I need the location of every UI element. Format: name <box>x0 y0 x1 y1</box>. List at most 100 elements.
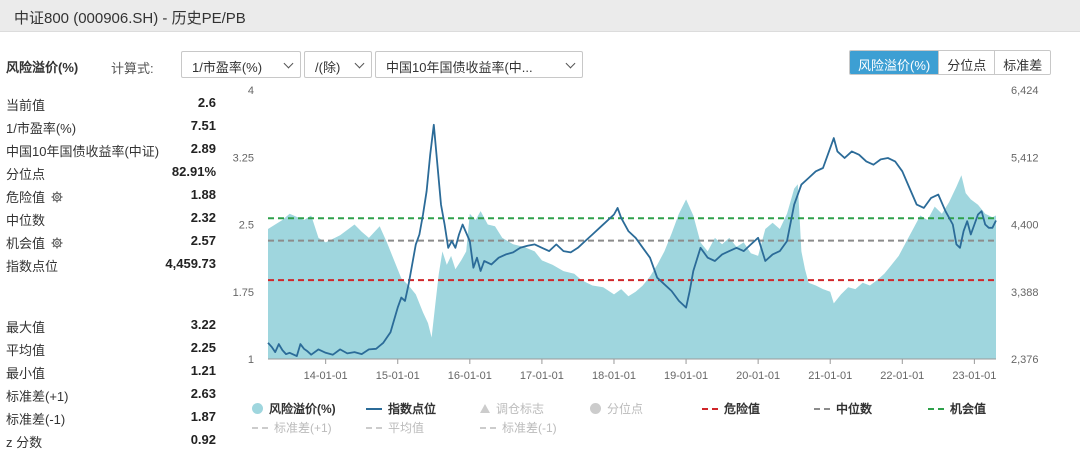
stat-label: 分位点 <box>6 167 46 182</box>
stat-row-danger: 危险值 1.88 <box>6 186 216 205</box>
stat-row-bond-yield: 中国10年国债收益率(中证) 2.89 <box>6 140 216 159</box>
x-axis-tick-label: 21-01-01 <box>808 370 852 382</box>
stat-row-max: 最大值 3.22 <box>6 316 216 335</box>
operator-dropdown-value: /(除) <box>315 60 341 75</box>
legend-label: 标准差(-1) <box>502 421 557 435</box>
legend-line-icon <box>366 407 382 410</box>
stat-value: 3.22 <box>190 317 216 332</box>
left-axis-tick-label: 1 <box>248 354 254 366</box>
legend-item[interactable]: 标准差(-1) <box>480 419 557 436</box>
stat-value: 2.32 <box>190 210 216 225</box>
stat-label: 标准差(+1) <box>6 389 69 404</box>
left-axis-tick-label: 1.75 <box>233 287 254 299</box>
legend-dot-icon <box>590 403 601 414</box>
legend-triangle-icon <box>480 404 490 413</box>
x-axis-tick-label: 18-01-01 <box>592 370 636 382</box>
legend-item[interactable]: 危险值 <box>702 400 760 417</box>
legend-item[interactable]: 平均值 <box>366 419 424 436</box>
right-axis-tick-label: 6,424 <box>1011 85 1039 97</box>
stat-value: 0.92 <box>190 432 216 447</box>
stat-value: 1.21 <box>190 363 216 378</box>
stat-value: 2.25 <box>190 340 216 355</box>
legend-label: 风险溢价(%) <box>269 402 336 416</box>
denominator-dropdown[interactable]: 中国10年国债收益率(中... <box>375 51 583 78</box>
legend-dash-icon <box>928 407 944 410</box>
stat-row-zscore: z 分数 0.92 <box>6 431 216 450</box>
stat-label: 最大值 <box>6 320 46 335</box>
operator-dropdown[interactable]: /(除) <box>304 51 372 78</box>
legend-item[interactable]: 调仓标志 <box>480 400 544 417</box>
stat-label: 平均值 <box>6 343 46 358</box>
numerator-dropdown-value: 1/市盈率(%) <box>192 60 263 75</box>
stat-value: 82.91% <box>171 164 216 179</box>
stat-value: 2.57 <box>190 233 216 248</box>
legend-dash-icon <box>366 426 382 429</box>
stat-label: 指数点位 <box>6 259 59 274</box>
view-std-button[interactable]: 标准差 <box>994 51 1051 74</box>
x-axis-tick-label: 17-01-01 <box>520 370 564 382</box>
risk-premium-area <box>268 175 996 359</box>
stat-row-current: 当前值 2.6 <box>6 94 216 113</box>
legend-item[interactable]: 指数点位 <box>366 400 436 417</box>
legend-dash-icon <box>702 407 718 410</box>
legend-item[interactable]: 分位点 <box>590 400 643 417</box>
legend-dot-icon <box>252 403 263 414</box>
x-axis-tick-label: 15-01-01 <box>376 370 420 382</box>
chevron-down-icon <box>283 58 294 69</box>
stat-row-inverse-pe: 1/市盈率(%) 7.51 <box>6 117 216 136</box>
chart-legend: 风险溢价(%) 指数点位 调仓标志 分位点 危险值 中位数 机会值标准差(+1) 平均值 标准差… <box>252 400 1052 450</box>
legend-label: 分位点 <box>607 402 644 416</box>
stat-label: 标准差(-1) <box>6 412 66 427</box>
stat-label: z 分数 <box>6 435 43 450</box>
stat-value: 2.6 <box>197 95 216 110</box>
stat-row-mean: 平均值 2.25 <box>6 339 216 358</box>
legend-label: 危险值 <box>724 402 761 416</box>
stat-value: 1.88 <box>190 187 216 202</box>
stat-label: 当前值 <box>6 98 46 113</box>
index-level-line <box>267 123 997 358</box>
stat-label: 中国10年国债收益率(中证) <box>6 144 160 159</box>
gear-icon[interactable] <box>51 191 63 203</box>
view-percentile-button[interactable]: 分位点 <box>938 51 995 74</box>
stat-row-percentile: 分位点 82.91% <box>6 163 216 182</box>
denominator-dropdown-value: 中国10年国债收益率(中... <box>386 60 533 75</box>
stat-value: 2.89 <box>190 141 216 156</box>
metric-label: 风险溢价(%) <box>6 60 79 75</box>
risk-premium-chart[interactable]: 1 1.75 2.5 3.25 4 2,376 3,388 4,400 5,412 6,424 14… <box>220 80 1060 390</box>
stat-label: 机会值 <box>6 236 46 251</box>
stat-label: 中位数 <box>6 213 46 228</box>
x-axis-tick-label: 22-01-01 <box>880 370 924 382</box>
x-axis-tick-label: 23-01-01 <box>952 370 996 382</box>
x-axis-tick-label: 20-01-01 <box>736 370 780 382</box>
stat-row-opportunity: 机会值 2.57 <box>6 232 216 251</box>
legend-dash-icon <box>480 426 496 429</box>
stat-row-min: 最小值 1.21 <box>6 362 216 381</box>
right-axis-tick-label: 4,400 <box>1011 220 1039 232</box>
x-axis-tick-label: 19-01-01 <box>664 370 708 382</box>
right-axis-tick-label: 2,376 <box>1011 354 1039 366</box>
gear-icon[interactable] <box>51 237 63 249</box>
view-mode-switch: 风险溢价(%) 分位点 标准差 <box>849 50 1052 75</box>
right-axis-tick-label: 5,412 <box>1011 152 1039 164</box>
legend-label: 指数点位 <box>388 402 437 416</box>
legend-label: 中位数 <box>836 402 873 416</box>
window-titlebar: 中证800 (000906.SH) - 历史PE/PB <box>0 0 1080 32</box>
stat-value: 1.87 <box>190 409 216 424</box>
legend-item[interactable]: 中位数 <box>814 400 872 417</box>
formula-label: 计算式: <box>111 61 154 76</box>
legend-label: 标准差(+1) <box>274 421 332 435</box>
legend-item[interactable]: 标准差(+1) <box>252 419 332 436</box>
stat-row-std-minus: 标准差(-1) 1.87 <box>6 408 216 427</box>
numerator-dropdown[interactable]: 1/市盈率(%) <box>181 51 301 78</box>
window-title: 中证800 (000906.SH) - 历史PE/PB <box>14 10 246 27</box>
legend-item[interactable]: 机会值 <box>928 400 986 417</box>
stat-value: 4,459.73 <box>165 256 216 271</box>
legend-label: 平均值 <box>388 421 425 435</box>
stat-row-index-level: 指数点位 4,459.73 <box>6 255 216 274</box>
x-axis-tick-label: 14-01-01 <box>304 370 348 382</box>
view-risk-premium-button[interactable]: 风险溢价(%) <box>850 51 939 74</box>
legend-dash-icon <box>252 426 268 429</box>
legend-dash-icon <box>814 407 830 410</box>
chevron-down-icon <box>354 58 365 69</box>
legend-item[interactable]: 风险溢价(%) <box>252 400 336 417</box>
